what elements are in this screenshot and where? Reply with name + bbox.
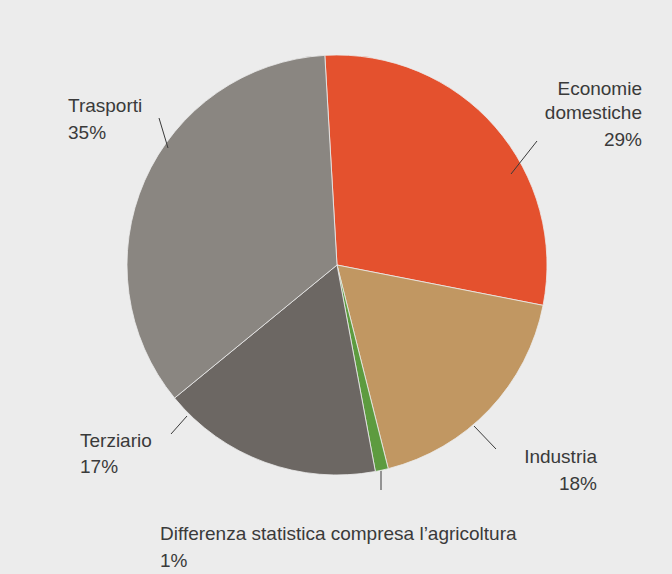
slice-label: Economie domestiche [545, 78, 642, 123]
labels: Economie domestiche 29% Industria 18% Differe… [68, 78, 642, 571]
pie-slice [127, 55, 337, 398]
data-label: 18% [559, 473, 597, 494]
slice-label-line: Trasporti [68, 95, 142, 116]
data-label: 29% [604, 129, 642, 150]
slice-label-line: Economie [558, 78, 643, 99]
chart: Economie domestiche 29% Industria 18% Differe… [0, 0, 672, 574]
slice-label: Trasporti [68, 95, 142, 116]
slice-label: Differenza statistica compresa l’agricol… [160, 523, 517, 544]
data-label: 35% [68, 122, 106, 143]
slice-label-line: Terziario [80, 430, 152, 451]
pie [127, 55, 547, 475]
leader-line [381, 471, 382, 490]
slice-label: Industria [524, 446, 597, 467]
leader-line [159, 118, 168, 148]
slice-label-line: Industria [524, 446, 597, 467]
slice-label: Terziario [80, 430, 152, 451]
leader-line [511, 141, 537, 174]
data-label: 17% [80, 456, 118, 477]
leader-line [171, 416, 187, 434]
slice-label-line: domestiche [545, 102, 642, 123]
slice-label-line: Differenza statistica compresa l’agricol… [160, 523, 517, 544]
pie-slice [325, 55, 547, 305]
data-label: 1% [160, 550, 188, 571]
leader-line [474, 426, 496, 449]
